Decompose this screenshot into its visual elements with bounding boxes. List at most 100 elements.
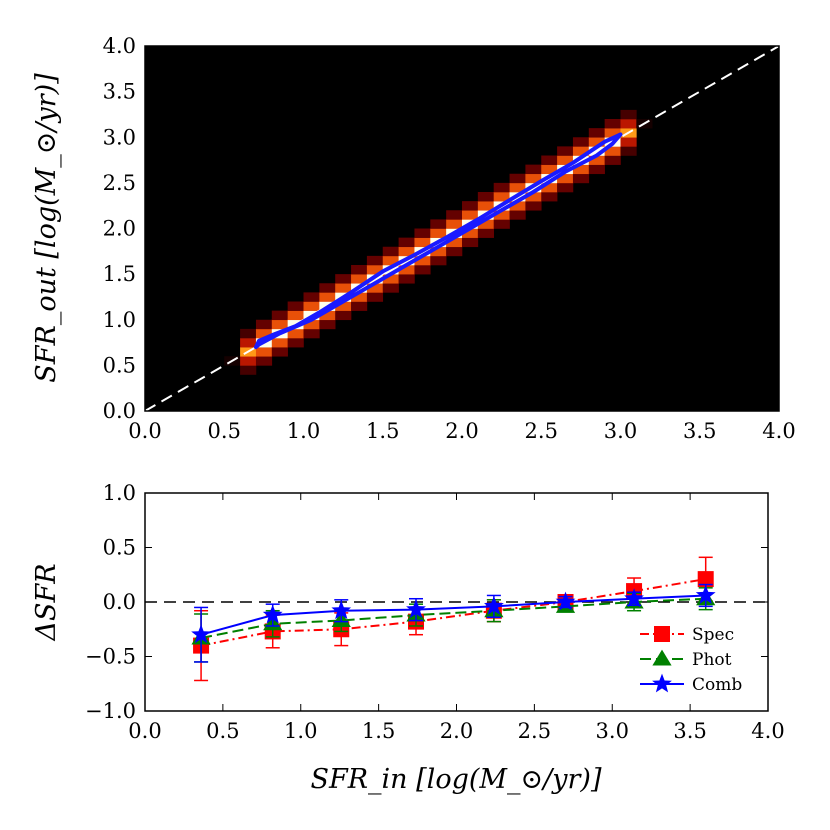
x-tick-label: 2.0 bbox=[440, 719, 473, 743]
heatmap-cell bbox=[414, 237, 431, 248]
y-tick-label: 3.5 bbox=[103, 80, 136, 104]
heatmap-cell bbox=[430, 228, 447, 238]
x-tick-label: 2.0 bbox=[445, 419, 478, 443]
square-marker bbox=[697, 571, 714, 588]
heatmap-cell bbox=[462, 210, 479, 220]
x-tick-label: 3.0 bbox=[604, 419, 637, 443]
y-tick-label: 0.5 bbox=[103, 536, 136, 560]
heatmap-cell bbox=[255, 356, 273, 366]
heatmap-cell bbox=[477, 201, 494, 211]
heatmap-cell bbox=[319, 292, 336, 302]
heatmap-cell bbox=[398, 274, 415, 284]
x-tick-label: 4.0 bbox=[762, 419, 795, 443]
heatmap-cell bbox=[430, 255, 447, 266]
star-marker bbox=[191, 624, 211, 644]
heatmap-cell bbox=[557, 182, 574, 193]
heatmap-cell bbox=[398, 237, 415, 248]
heatmap-cell bbox=[366, 292, 384, 302]
heatmap-cell bbox=[382, 283, 399, 293]
star-marker bbox=[262, 604, 283, 624]
heatmap-cell bbox=[477, 228, 494, 238]
heatmap-cell bbox=[303, 319, 320, 330]
heatmap-cell bbox=[255, 328, 273, 339]
heatmap-cell bbox=[541, 155, 558, 165]
y-tick-label: 0.0 bbox=[103, 399, 136, 423]
heatmap-cell bbox=[382, 255, 399, 266]
heatmap-cell bbox=[319, 310, 336, 321]
y-tick-label: −0.5 bbox=[85, 645, 136, 669]
heatmap-cell bbox=[240, 356, 257, 366]
heatmap-cell bbox=[462, 201, 479, 211]
x-tick-label: 2.5 bbox=[518, 719, 551, 743]
heatmap-cell bbox=[525, 173, 542, 184]
heatmap-cell bbox=[319, 319, 336, 330]
y-tick-label: 3.0 bbox=[103, 125, 136, 149]
legend-label: Comb bbox=[692, 675, 742, 695]
heatmap-cell bbox=[557, 146, 574, 156]
heatmap-cell bbox=[477, 219, 494, 229]
star-marker bbox=[484, 596, 504, 615]
heatmap-cell bbox=[287, 301, 304, 311]
heatmap-cell bbox=[509, 173, 526, 184]
heatmap-cell bbox=[462, 228, 479, 238]
heatmap-cell bbox=[509, 201, 526, 211]
residual-x-axis-label: SFR_in [log(M_⊙/yr)] bbox=[310, 764, 601, 795]
heatmap-cell bbox=[351, 301, 368, 311]
heatmap-cell bbox=[240, 328, 257, 339]
heatmap-cell bbox=[588, 155, 605, 165]
heatmap-cell bbox=[382, 274, 399, 284]
heatmap-cell bbox=[525, 201, 542, 211]
heatmap-cell bbox=[493, 192, 510, 202]
x-tick-label: 0.5 bbox=[206, 719, 239, 743]
heatmap-cell bbox=[366, 283, 384, 293]
star-marker bbox=[406, 599, 426, 618]
heatmap-cell bbox=[557, 155, 574, 165]
y-tick-label: 1.5 bbox=[103, 262, 136, 286]
heatmap-cell bbox=[414, 255, 431, 266]
series-line bbox=[200, 597, 706, 639]
heatmap-cell bbox=[493, 210, 510, 220]
heatmap-cell bbox=[430, 219, 447, 229]
y-tick-label: 0.0 bbox=[103, 590, 136, 614]
x-tick-label: 4.0 bbox=[751, 719, 784, 743]
y-tick-label: 0.5 bbox=[103, 353, 136, 377]
x-tick-label: 2.5 bbox=[525, 419, 558, 443]
heatmap-cell bbox=[588, 164, 605, 175]
density-y-axis-label: SFR_out [log(M_⊙/yr)] bbox=[31, 73, 62, 383]
heatmap-cell bbox=[303, 301, 320, 311]
heatmap-cell bbox=[446, 237, 463, 248]
heatmap-cell bbox=[541, 164, 558, 175]
star-marker bbox=[624, 588, 644, 608]
heatmap-cell bbox=[366, 255, 384, 266]
heatmap-cell bbox=[303, 328, 320, 339]
heatmap-cell bbox=[572, 146, 590, 156]
heatmap-cell bbox=[588, 137, 605, 147]
heatmap-cell bbox=[398, 265, 415, 275]
heatmap-cell bbox=[351, 274, 368, 284]
star-marker bbox=[555, 591, 576, 611]
triangle-marker bbox=[652, 649, 672, 666]
heatmap-cell bbox=[604, 119, 621, 129]
heatmap-cell bbox=[335, 283, 352, 293]
residual-series bbox=[191, 556, 716, 682]
y-tick-label: 1.0 bbox=[103, 308, 136, 332]
square-marker bbox=[654, 626, 670, 642]
heatmap-cell bbox=[255, 319, 273, 330]
series-comb bbox=[191, 583, 716, 663]
y-tick-label: 2.0 bbox=[103, 217, 136, 241]
x-tick-label: 1.0 bbox=[284, 719, 317, 743]
heatmap-cell bbox=[462, 237, 479, 248]
x-tick-label: 1.0 bbox=[287, 419, 320, 443]
x-tick-label: 0.0 bbox=[128, 719, 161, 743]
heatmap-cell bbox=[335, 274, 352, 284]
heatmap-cell bbox=[287, 328, 304, 339]
heatmap-cell bbox=[240, 338, 257, 348]
heatmap-cell bbox=[430, 246, 447, 257]
heatmap-cell bbox=[493, 182, 510, 193]
heatmap-cell bbox=[240, 365, 257, 375]
density-panel: 0.0 0.5 1.0 1.5 2.0 2.5 3.0 3.5 4.0 0.0 0.5 1.0 1.5 2… bbox=[31, 34, 796, 443]
heatmap-cell bbox=[287, 338, 304, 348]
heatmap-cell bbox=[604, 155, 621, 165]
heatmap-cell bbox=[604, 146, 621, 156]
